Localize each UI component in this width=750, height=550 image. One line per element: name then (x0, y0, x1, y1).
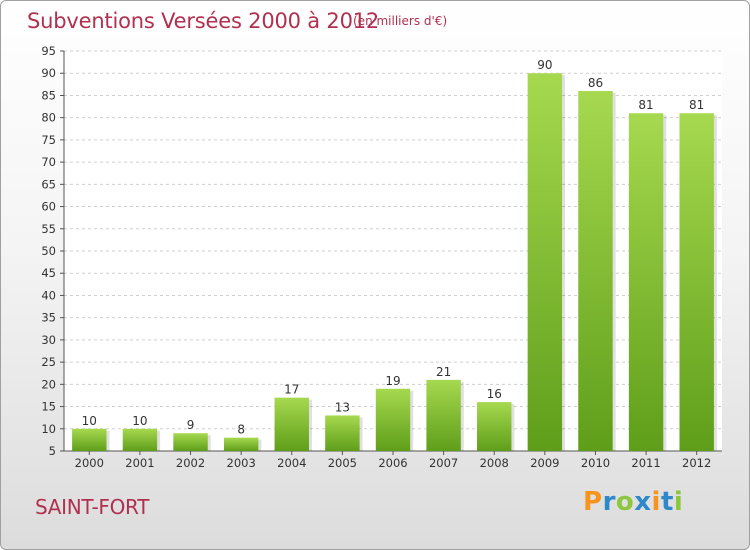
bar-2001 (122, 428, 158, 451)
y-tick-label: 25 (41, 355, 56, 369)
bar-2000 (72, 428, 107, 451)
x-tick-label-2004: 2004 (277, 456, 306, 470)
logo-letter: P (583, 487, 603, 517)
y-tick-label: 55 (41, 222, 56, 236)
y-tick-label: 95 (41, 44, 56, 58)
y-tick-label: 75 (41, 133, 56, 147)
data-label-2011: 81 (638, 98, 653, 112)
bar-2005 (325, 415, 360, 451)
commune-name: SAINT-FORT (35, 495, 150, 519)
data-label-2006: 19 (385, 374, 400, 388)
logo-letter: i (651, 487, 661, 517)
y-tick-label: 50 (41, 244, 56, 258)
logo-letter: x (634, 487, 652, 517)
bar-2004 (274, 397, 309, 451)
x-tick-label-2007: 2007 (429, 456, 458, 470)
x-tick-label-2008: 2008 (480, 456, 509, 470)
data-label-2012: 81 (689, 98, 704, 112)
data-label-2004: 17 (284, 383, 299, 397)
y-tick-label: 20 (41, 377, 56, 391)
y-tick-label: 65 (41, 177, 56, 191)
x-tick-label-2001: 2001 (125, 456, 154, 470)
y-tick-label: 40 (41, 288, 56, 302)
x-tick-label-2003: 2003 (227, 456, 256, 470)
x-tick-label-2011: 2011 (631, 456, 660, 470)
bar-2011 (628, 113, 664, 451)
x-tick-label-2012: 2012 (682, 456, 711, 470)
y-tick-label: 15 (41, 400, 56, 414)
bars (72, 73, 717, 451)
x-tick-label-2010: 2010 (581, 456, 610, 470)
data-label-2001: 10 (132, 414, 147, 428)
data-label-2010: 86 (588, 76, 603, 90)
logo-letter: r (602, 487, 616, 517)
data-label-2005: 13 (335, 400, 350, 414)
y-tick-label: 30 (41, 333, 56, 347)
data-label-2007: 21 (436, 365, 451, 379)
y-tick-label: 90 (41, 66, 56, 80)
y-tick-label: 60 (41, 200, 56, 214)
bar-2010 (578, 91, 613, 451)
y-tick-label: 5 (49, 444, 56, 458)
y-tick-label: 85 (41, 88, 56, 102)
proxiti-logo: Proxiti (583, 487, 683, 517)
bar-2008 (477, 402, 512, 451)
chart-title: Subventions Versées 2000 à 2012 (27, 9, 380, 33)
y-tick-label: 35 (41, 311, 56, 325)
chart-subtitle: (en milliers d'€) (353, 14, 448, 28)
bar-2003 (223, 437, 259, 451)
data-labels: 10 10 9 8 17 13 19 21 16 90 86 81 81 (82, 58, 705, 436)
bar-2002 (173, 433, 208, 451)
x-tick-label-2006: 2006 (378, 456, 407, 470)
logo-letter: t (660, 487, 674, 517)
data-label-2003: 8 (237, 423, 245, 437)
data-label-2000: 10 (82, 414, 97, 428)
x-tick-labels: 2000 2001 2002 2003 2004 2005 2006 2007 2008 2009… (75, 456, 712, 470)
bar-2007 (426, 379, 461, 451)
data-label-2009: 90 (537, 58, 552, 72)
logo-letter: i (673, 487, 684, 517)
x-tick-label-2005: 2005 (328, 456, 357, 470)
y-tick-label: 80 (41, 111, 56, 125)
bar-chart: 5 10 15 20 25 30 35 40 45 50 55 60 65 70 75 80 85 90 95 10… (41, 44, 722, 470)
x-tick-label-2009: 2009 (530, 456, 559, 470)
bar-2009 (527, 73, 563, 451)
y-tick-labels: 5 10 15 20 25 30 35 40 45 50 55 60 65 70 75 80 85 90 95 (41, 44, 56, 458)
x-tick-label-2002: 2002 (176, 456, 205, 470)
bar-2012 (679, 113, 714, 451)
logo-letter: o (615, 487, 635, 517)
x-tick-label-2000: 2000 (75, 456, 104, 470)
y-tick-label: 70 (41, 155, 56, 169)
data-label-2002: 9 (187, 418, 195, 432)
y-tick-label: 10 (41, 422, 56, 436)
bar-2006 (375, 388, 411, 451)
data-label-2008: 16 (487, 387, 502, 401)
y-tick-label: 45 (41, 266, 56, 280)
